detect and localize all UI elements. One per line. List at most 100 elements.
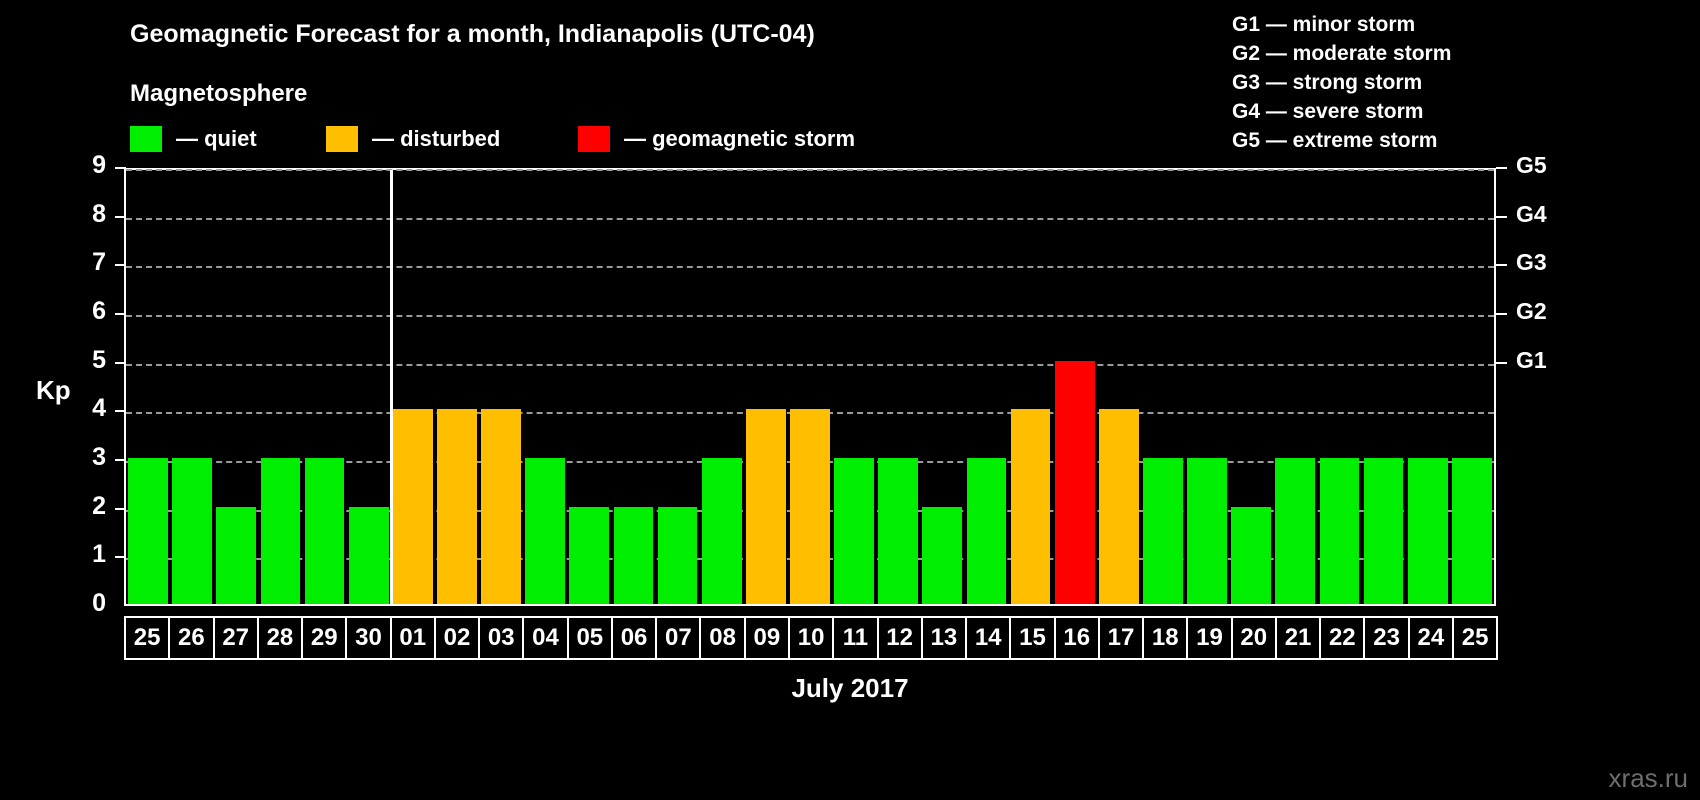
bar[interactable] bbox=[260, 458, 301, 604]
g-scale-item-g2: G2 — moderate storm bbox=[1232, 42, 1452, 65]
date-cell-09-14[interactable]: 09 bbox=[743, 616, 790, 660]
bar[interactable] bbox=[1098, 409, 1139, 604]
bar-cell-23-28[interactable] bbox=[1362, 170, 1406, 604]
date-cell-29-4[interactable]: 29 bbox=[301, 616, 348, 660]
bar[interactable] bbox=[878, 458, 919, 604]
date-cell-01-6[interactable]: 01 bbox=[389, 616, 436, 660]
bar-cell-21-26[interactable] bbox=[1273, 170, 1317, 604]
date-cell-16-21[interactable]: 16 bbox=[1053, 616, 1100, 660]
date-cell-25-0[interactable]: 25 bbox=[124, 616, 171, 660]
bar-cell-28-3[interactable] bbox=[258, 170, 302, 604]
bar-cell-22-27[interactable] bbox=[1317, 170, 1361, 604]
bar-cell-18-23[interactable] bbox=[1141, 170, 1185, 604]
date-cell-04-9[interactable]: 04 bbox=[522, 616, 569, 660]
bar-cell-15-20[interactable] bbox=[1009, 170, 1053, 604]
bar[interactable] bbox=[613, 506, 654, 604]
bar-cell-25-0[interactable] bbox=[126, 170, 170, 604]
date-cell-26-1[interactable]: 26 bbox=[168, 616, 215, 660]
bar-cell-02-7[interactable] bbox=[435, 170, 479, 604]
bar-cell-16-21[interactable] bbox=[1053, 170, 1097, 604]
bar-cell-26-1[interactable] bbox=[170, 170, 214, 604]
bar[interactable] bbox=[1231, 506, 1272, 604]
bar[interactable] bbox=[745, 409, 786, 604]
bar[interactable] bbox=[834, 458, 874, 604]
bar-cell-10-15[interactable] bbox=[788, 170, 832, 604]
date-cell-17-22[interactable]: 17 bbox=[1097, 616, 1145, 660]
bar[interactable] bbox=[481, 409, 521, 604]
bar-cell-01-6[interactable] bbox=[391, 170, 435, 604]
bar[interactable] bbox=[1363, 458, 1404, 604]
y-tick-mark-7 bbox=[115, 264, 126, 267]
bar[interactable] bbox=[569, 506, 610, 604]
date-cell-23-28[interactable]: 23 bbox=[1363, 616, 1410, 660]
date-cell-12-17[interactable]: 12 bbox=[876, 616, 923, 660]
bar[interactable] bbox=[1010, 409, 1051, 604]
date-cell-10-15[interactable]: 10 bbox=[787, 616, 835, 660]
date-cell-25-30[interactable]: 25 bbox=[1451, 616, 1499, 660]
date-cell-18-23[interactable]: 18 bbox=[1142, 616, 1189, 660]
bar[interactable] bbox=[790, 409, 830, 604]
date-label: 27 bbox=[222, 624, 250, 651]
bar-cell-04-9[interactable] bbox=[523, 170, 567, 604]
bar-cell-11-16[interactable] bbox=[832, 170, 876, 604]
bar-cell-13-18[interactable] bbox=[920, 170, 964, 604]
date-cell-28-3[interactable]: 28 bbox=[256, 616, 304, 660]
bar-cell-09-14[interactable] bbox=[744, 170, 788, 604]
bar[interactable] bbox=[304, 458, 345, 604]
bar-cell-05-10[interactable] bbox=[567, 170, 611, 604]
bar-cell-08-13[interactable] bbox=[700, 170, 744, 604]
bar[interactable] bbox=[1275, 458, 1316, 604]
bar[interactable] bbox=[657, 506, 698, 604]
date-cell-02-7[interactable]: 02 bbox=[433, 616, 481, 660]
bar-cell-14-19[interactable] bbox=[964, 170, 1008, 604]
date-label: 28 bbox=[266, 624, 294, 651]
bar-cell-17-22[interactable] bbox=[1097, 170, 1141, 604]
bar-cell-07-12[interactable] bbox=[656, 170, 700, 604]
date-cell-19-24[interactable]: 19 bbox=[1186, 616, 1233, 660]
date-cell-24-29[interactable]: 24 bbox=[1407, 616, 1454, 660]
date-cell-08-13[interactable]: 08 bbox=[699, 616, 746, 660]
bar-cell-19-24[interactable] bbox=[1185, 170, 1229, 604]
date-cell-11-16[interactable]: 11 bbox=[832, 616, 879, 660]
date-cell-30-5[interactable]: 30 bbox=[345, 616, 392, 660]
date-cell-21-26[interactable]: 21 bbox=[1274, 616, 1322, 660]
bar[interactable] bbox=[128, 458, 168, 604]
bar-cell-03-8[interactable] bbox=[479, 170, 523, 604]
bar[interactable] bbox=[1407, 458, 1448, 604]
bar-cell-29-4[interactable] bbox=[303, 170, 347, 604]
date-cell-15-20[interactable]: 15 bbox=[1009, 616, 1056, 660]
gridline-kp-8 bbox=[126, 217, 1494, 220]
bar[interactable] bbox=[437, 409, 477, 604]
date-cell-07-12[interactable]: 07 bbox=[655, 616, 702, 660]
bar[interactable] bbox=[525, 458, 566, 604]
date-cell-06-11[interactable]: 06 bbox=[610, 616, 658, 660]
bar-cell-20-25[interactable] bbox=[1229, 170, 1273, 604]
bar[interactable] bbox=[348, 506, 389, 604]
bar[interactable] bbox=[1451, 458, 1492, 604]
legend-label-storm: — geomagnetic storm bbox=[624, 126, 856, 151]
date-cell-20-25[interactable]: 20 bbox=[1230, 616, 1277, 660]
bar[interactable] bbox=[1319, 458, 1360, 604]
bar[interactable] bbox=[966, 458, 1007, 604]
bar[interactable] bbox=[922, 506, 963, 604]
bar[interactable] bbox=[1187, 458, 1227, 604]
bar[interactable] bbox=[701, 458, 742, 604]
bar[interactable] bbox=[216, 506, 257, 604]
bar-cell-24-29[interactable] bbox=[1406, 170, 1450, 604]
bar[interactable] bbox=[172, 458, 213, 604]
bar-cell-27-2[interactable] bbox=[214, 170, 258, 604]
bar[interactable] bbox=[1143, 458, 1183, 604]
bar-cell-06-11[interactable] bbox=[611, 170, 655, 604]
bar-cell-12-17[interactable] bbox=[876, 170, 920, 604]
date-cell-03-8[interactable]: 03 bbox=[478, 616, 525, 660]
date-cell-27-2[interactable]: 27 bbox=[212, 616, 259, 660]
date-cell-05-10[interactable]: 05 bbox=[566, 616, 613, 660]
date-cell-14-19[interactable]: 14 bbox=[965, 616, 1012, 660]
bar-cell-25-30[interactable] bbox=[1450, 170, 1494, 604]
bar-cell-30-5[interactable] bbox=[347, 170, 391, 604]
date-cell-22-27[interactable]: 22 bbox=[1319, 616, 1366, 660]
bar[interactable] bbox=[1054, 360, 1095, 604]
bar[interactable] bbox=[392, 409, 433, 604]
x-axis-dates: 25 26 27 28 29 30 01 02 03 04 05 06 07 08 09 10 11 12 13 14… bbox=[124, 616, 1499, 660]
date-cell-13-18[interactable]: 13 bbox=[920, 616, 968, 660]
